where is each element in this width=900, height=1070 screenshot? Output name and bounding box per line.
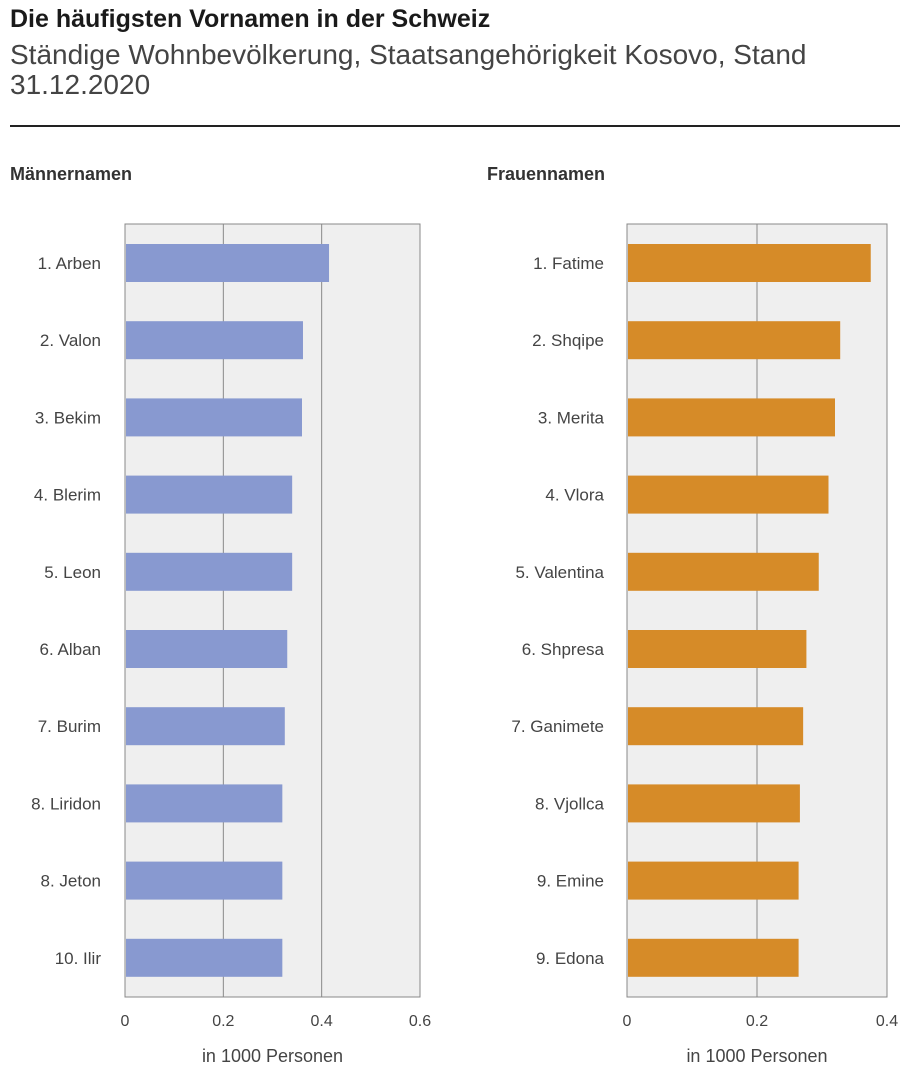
women-category-label: 6. Shpresa <box>522 640 605 659</box>
men-x-tick-label: 0.4 <box>311 1013 333 1030</box>
women-bar <box>628 938 799 977</box>
women-bar <box>628 784 800 823</box>
men-bar <box>126 707 285 746</box>
page-subtitle: Ständige Wohnbevölkerung, Staatsangehöri… <box>10 39 807 100</box>
men-bar <box>126 475 293 514</box>
men-x-axis-label: in 1000 Personen <box>202 1046 343 1066</box>
men-category-label: 3. Bekim <box>35 408 101 427</box>
women-x-tick-label: 0.2 <box>746 1013 768 1030</box>
men-bar <box>126 398 302 437</box>
men-x-tick-label: 0.6 <box>409 1013 431 1030</box>
women-x-tick-label: 0 <box>623 1013 632 1030</box>
women-bar <box>628 321 841 360</box>
men-category-label: 2. Valon <box>40 331 101 350</box>
women-category-label: 3. Merita <box>538 408 605 427</box>
women-x-tick-label: 0.4 <box>876 1013 898 1030</box>
women-panel-title: Frauennamen <box>487 164 606 184</box>
men-x-tick-label: 0.2 <box>212 1013 234 1030</box>
men-bar-chart: 0 0.2 0.4 0.6 1. Arben 2. Valon 3. Bekim 4. Ble… <box>31 223 431 1066</box>
men-category-label: 4. Blerim <box>34 486 101 505</box>
men-x-tick-label: 0 <box>121 1013 130 1030</box>
women-bar <box>628 398 835 437</box>
page-title: Die häufigsten Vornamen in der Schweiz <box>10 5 491 33</box>
men-category-label: 6. Alban <box>40 640 101 659</box>
men-bar <box>126 861 283 900</box>
women-category-label: 7. Ganimete <box>511 717 604 736</box>
men-category-label: 8. Liridon <box>31 794 101 813</box>
women-category-label: 5. Valentina <box>515 563 604 582</box>
women-category-label: 9. Emine <box>537 872 604 891</box>
men-bar <box>126 784 283 823</box>
men-category-label: 7. Burim <box>38 717 101 736</box>
women-category-label: 2. Shqipe <box>532 331 604 350</box>
women-bar <box>628 861 799 900</box>
men-category-label: 1. Arben <box>38 254 101 273</box>
men-bar <box>126 630 288 668</box>
women-category-label: 4. Vlora <box>545 486 604 505</box>
men-panel-title: Männernamen <box>10 164 133 184</box>
title-divider <box>10 125 900 127</box>
women-category-label: 1. Fatime <box>533 254 604 273</box>
men-bar <box>126 321 303 360</box>
women-category-label: 9. Edona <box>536 949 605 968</box>
women-bar <box>628 707 804 746</box>
men-bar <box>126 938 283 977</box>
women-bar <box>628 244 871 282</box>
women-bar <box>628 475 829 514</box>
men-category-label: 5. Leon <box>44 563 101 582</box>
women-bar <box>628 552 819 591</box>
men-bar <box>126 552 293 591</box>
women-category-label: 8. Vjollca <box>535 794 605 813</box>
women-bar <box>628 630 807 668</box>
men-bar <box>126 244 330 282</box>
women-x-axis-label: in 1000 Personen <box>686 1046 827 1066</box>
women-bar-chart: 0 0.2 0.4 1. Fatime 2. Shqipe 3. Merita 4. Vlo… <box>511 223 898 1066</box>
men-category-label: 10. Ilir <box>55 949 102 968</box>
men-category-label: 8. Jeton <box>41 872 102 891</box>
